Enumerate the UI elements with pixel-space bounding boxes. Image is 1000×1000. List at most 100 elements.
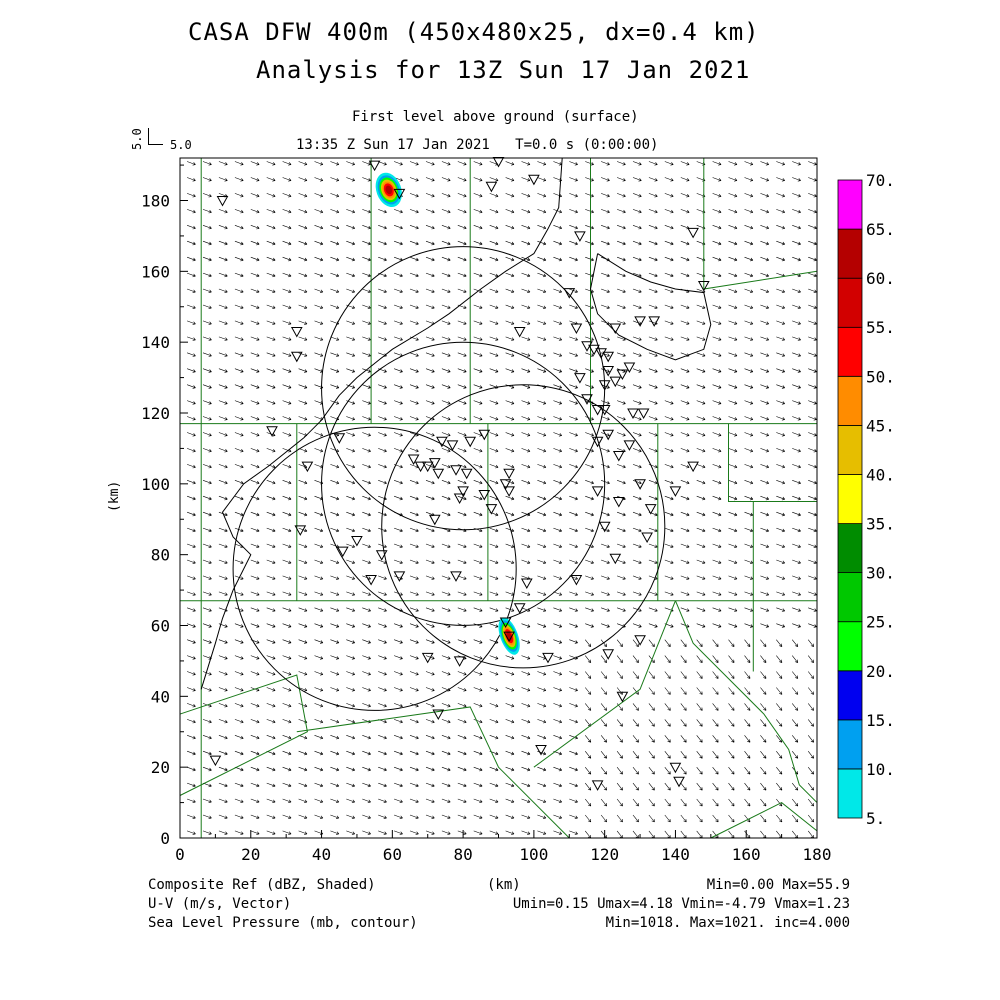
colorbar-label: 10. bbox=[866, 760, 895, 779]
pressure-contours bbox=[200, 157, 712, 690]
station-marker bbox=[294, 525, 307, 536]
ref-vector-label: 5.0 bbox=[170, 138, 192, 152]
station-marker bbox=[673, 776, 685, 788]
y-tick-label: 40 bbox=[151, 687, 170, 706]
station-marker bbox=[520, 578, 533, 590]
colorbar-swatch bbox=[837, 424, 863, 475]
station-marker bbox=[290, 327, 303, 338]
colorbar-swatch bbox=[837, 621, 863, 672]
station-marker bbox=[478, 429, 491, 441]
colorbar-label: 50. bbox=[866, 367, 895, 386]
station-marker bbox=[421, 461, 434, 473]
y-tick-label: 120 bbox=[141, 404, 170, 423]
footer-right-2: Umin=0.15 Umax=4.18 Vmin=-4.79 Vmax=1.23 bbox=[512, 896, 850, 912]
station-marker bbox=[591, 780, 604, 791]
ref-vector-icon bbox=[148, 128, 163, 145]
station-marker bbox=[336, 546, 349, 558]
station-marker bbox=[669, 762, 682, 774]
station-marker bbox=[464, 436, 477, 448]
radar-range-rings bbox=[232, 246, 666, 711]
x-tick-label: 100 bbox=[519, 845, 548, 864]
colorbar-swatch bbox=[837, 768, 863, 819]
station-marker bbox=[687, 227, 699, 239]
station-marker bbox=[616, 691, 629, 703]
time-label: 13:35 Z Sun 17 Jan 2021 T=0.0 s (0:00:00… bbox=[296, 137, 659, 153]
radar-range-ring bbox=[321, 246, 606, 531]
station-marker bbox=[602, 366, 615, 377]
station-marker bbox=[499, 479, 512, 490]
station-marker bbox=[609, 553, 622, 565]
station-marker bbox=[623, 362, 636, 374]
county-line bbox=[703, 158, 818, 290]
station-marker bbox=[209, 755, 222, 767]
station-marker bbox=[351, 536, 363, 547]
station-marker bbox=[591, 405, 604, 416]
colorbar-swatch bbox=[837, 228, 863, 279]
station-marker bbox=[574, 231, 586, 242]
station-marker bbox=[393, 571, 406, 582]
station-marker bbox=[492, 157, 505, 168]
y-tick-label: 180 bbox=[141, 192, 170, 211]
station-marker bbox=[393, 188, 406, 200]
station-marker bbox=[432, 468, 445, 480]
colorbar-swatch bbox=[837, 179, 863, 230]
plot-frame bbox=[179, 157, 818, 839]
station-marker bbox=[602, 351, 615, 363]
pressure-contour bbox=[589, 253, 712, 361]
county-line bbox=[296, 706, 570, 839]
station-marker bbox=[453, 493, 466, 505]
colorbar-label: 55. bbox=[866, 318, 895, 337]
station-marker bbox=[609, 376, 622, 388]
colorbar-label: 30. bbox=[866, 564, 895, 583]
station-marker bbox=[574, 373, 586, 384]
y-axis: 0 20 40 60 80 100 120 140 160 180 bbox=[141, 164, 188, 848]
x-tick-label: 40 bbox=[312, 845, 331, 864]
station-marker bbox=[513, 603, 526, 614]
station-marker bbox=[499, 617, 512, 629]
station-marker bbox=[375, 550, 388, 561]
x-tick-label: 140 bbox=[661, 845, 690, 864]
station-marker bbox=[290, 351, 303, 363]
station-marker bbox=[634, 635, 646, 646]
colorbar-label: 65. bbox=[866, 220, 895, 239]
station-marker bbox=[591, 486, 604, 497]
station-marker bbox=[570, 323, 583, 335]
colorbar-label: 25. bbox=[866, 613, 895, 632]
x-tick-label: 80 bbox=[453, 845, 472, 864]
x-axis: 0 20 40 60 80 100 120 140 160 180 bbox=[175, 830, 831, 864]
colorbar-label: 35. bbox=[866, 515, 895, 534]
county-line bbox=[533, 600, 676, 768]
station-marker bbox=[542, 652, 554, 664]
station-marker bbox=[485, 181, 498, 193]
x-axis-label: (km) bbox=[487, 877, 521, 893]
station-marker bbox=[450, 571, 462, 582]
y-tick-label: 140 bbox=[141, 333, 170, 352]
station-marker bbox=[503, 631, 515, 643]
chart-title-line1: CASA DFW 400m (450x480x25, dx=0.4 km) bbox=[188, 18, 760, 46]
footer-left-2: U-V (m/s, Vector) bbox=[148, 896, 292, 912]
footer-left-3: Sea Level Pressure (mb, contour) bbox=[148, 915, 418, 931]
station-marker bbox=[453, 656, 466, 667]
pressure-contour bbox=[200, 157, 563, 690]
station-marker bbox=[697, 281, 710, 292]
x-tick-label: 0 bbox=[175, 845, 185, 864]
station-marker bbox=[581, 394, 593, 405]
station-marker bbox=[648, 316, 661, 327]
colorbar-swatch bbox=[837, 375, 863, 426]
station-marker bbox=[428, 514, 441, 526]
x-tick-label: 160 bbox=[732, 845, 761, 864]
y-tick-label: 60 bbox=[151, 617, 170, 636]
station-marker bbox=[460, 468, 473, 480]
station-marker bbox=[687, 461, 699, 473]
y-tick-label: 0 bbox=[160, 829, 170, 848]
station-marker bbox=[333, 433, 346, 444]
station-marker bbox=[365, 575, 377, 586]
station-marker bbox=[446, 440, 459, 451]
station-marker bbox=[641, 532, 653, 544]
county-boundaries bbox=[179, 158, 818, 839]
county-line bbox=[710, 801, 818, 839]
station-marker bbox=[627, 408, 639, 420]
station-marker bbox=[612, 451, 625, 462]
station-marker bbox=[602, 649, 615, 660]
